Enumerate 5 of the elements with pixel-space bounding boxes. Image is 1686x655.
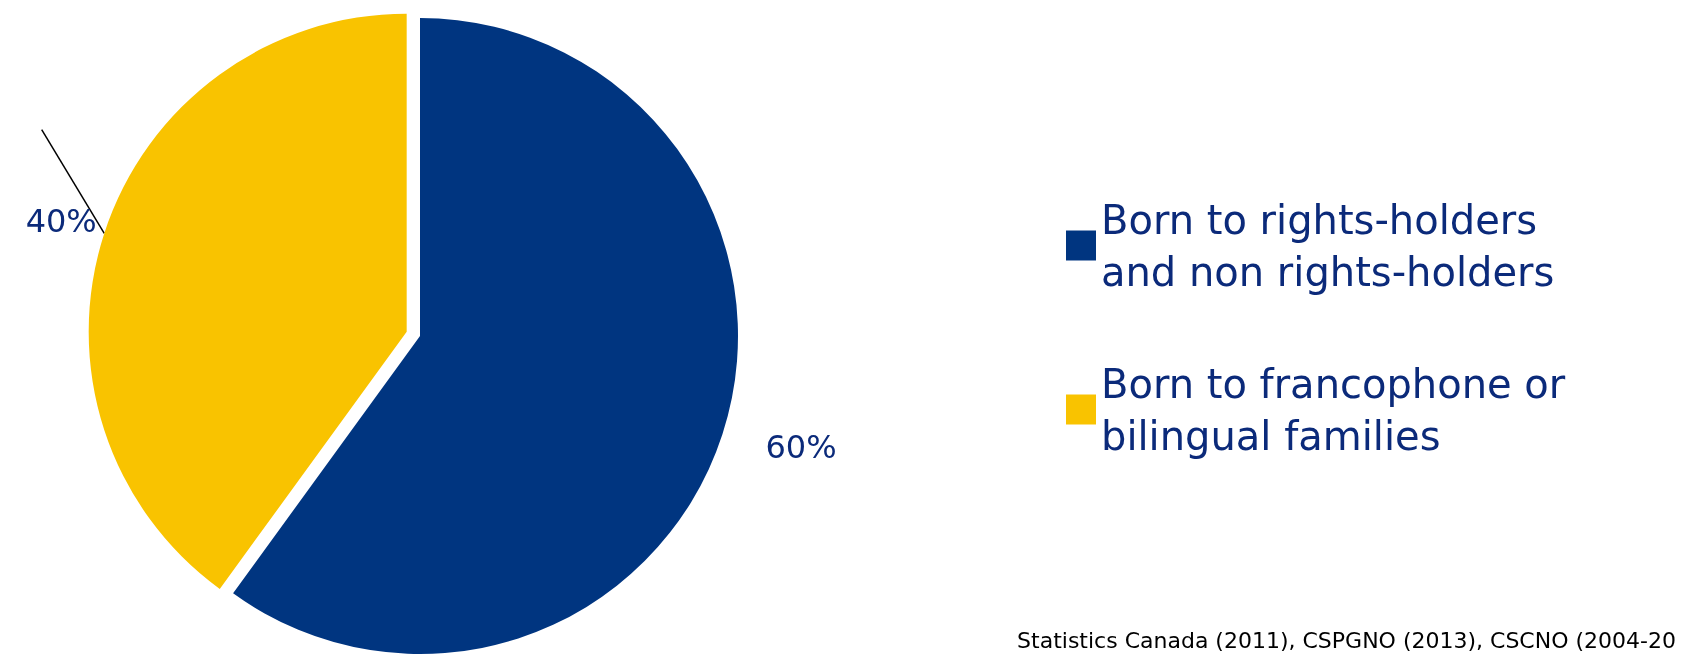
legend-label: Born to rights-holders and non rights-holders [1101,196,1555,295]
legend-label: Born to francophone or bilingual families [1101,360,1578,459]
text: Statistics Canada (2011), CSPGNO (2013), CSCNO (2004-20 [1017,627,1677,653]
data-label: 40% [25,202,97,241]
data-label: 60% [765,427,837,466]
